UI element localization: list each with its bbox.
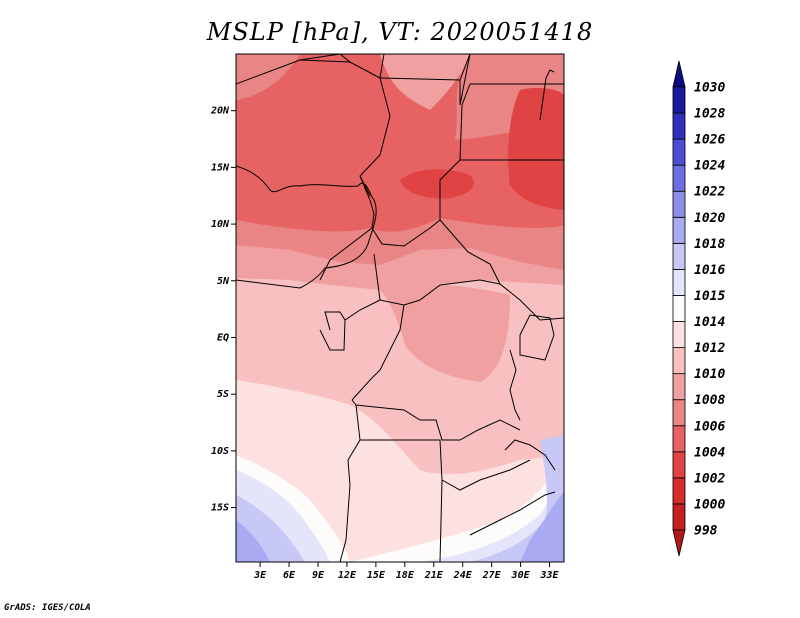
border-cameroon-congo xyxy=(319,227,501,401)
y-tick-label: 5N xyxy=(217,276,230,287)
colorbar-label: 1002 xyxy=(694,471,725,486)
political-borders xyxy=(236,54,564,562)
x-tick-label: 33E xyxy=(539,570,559,581)
contour-1006 xyxy=(236,54,564,232)
colorbar-segment xyxy=(672,269,686,296)
border-libya-egypt-sudan xyxy=(339,54,564,220)
border-sahel-north xyxy=(236,54,471,197)
map-frame xyxy=(235,53,565,563)
colorbar-segment xyxy=(672,425,686,453)
colorbar-label: 1030 xyxy=(694,81,725,96)
x-tick-label: 3E xyxy=(253,570,267,581)
colorbar-segment xyxy=(672,164,686,192)
x-tick-label: 24E xyxy=(453,570,473,581)
contour-1004-center xyxy=(400,169,474,199)
y-tick-label: EQ xyxy=(217,332,229,343)
x-axis: 3E 6E 9E 12E 15E 18E 21E 24E 27E 30E 33E xyxy=(253,562,560,581)
colorbar-label: 1022 xyxy=(694,185,725,200)
colorbar-min-arrow xyxy=(672,529,686,557)
y-tick-label: 10N xyxy=(211,219,230,230)
x-tick-label: 18E xyxy=(396,570,415,581)
colorbar-label: 998 xyxy=(694,524,718,539)
coastline-red-sea xyxy=(539,69,555,121)
chart-title: MSLP [hPa], VT: 2020051418 xyxy=(206,18,594,46)
x-tick-label: 9E xyxy=(312,570,325,581)
colorbar-segment xyxy=(672,138,686,166)
colorbar-label: 1024 xyxy=(694,159,725,174)
y-tick-label: 15N xyxy=(211,162,230,173)
coastline-west-africa xyxy=(236,165,377,289)
colorbar-segment xyxy=(672,190,686,218)
colorbar-segment xyxy=(672,242,686,270)
y-tick-label: 10S xyxy=(211,446,229,457)
colorbar-segment xyxy=(672,503,686,531)
x-tick-label: 15E xyxy=(367,570,386,581)
colorbar-segment xyxy=(672,112,686,140)
x-tick-label: 21E xyxy=(424,570,444,581)
contour-1010-congo xyxy=(380,284,510,382)
colorbar-label: 1018 xyxy=(694,237,725,252)
colorbar-label: 1000 xyxy=(694,497,725,512)
contour-1010-n xyxy=(380,54,470,110)
y-tick-label: 5S xyxy=(217,389,229,400)
colorbar-label: 1010 xyxy=(694,367,725,382)
y-tick-label: 20N xyxy=(210,106,230,117)
contour-1020-se xyxy=(520,492,564,562)
colorbar-segment xyxy=(672,321,686,348)
colorbar-label: 1006 xyxy=(694,419,725,434)
colorbar-segment xyxy=(672,295,686,322)
contour-1004-ne xyxy=(508,87,564,210)
colorbar-segment xyxy=(672,399,686,427)
colorbar-label: 1012 xyxy=(694,341,725,356)
grads-credit: GrADS: IGES/COLA xyxy=(4,603,91,613)
lake-victoria xyxy=(519,314,555,361)
colorbar-label: 1004 xyxy=(694,445,725,460)
pressure-field xyxy=(236,54,564,562)
border-gabon-drc xyxy=(319,319,521,441)
colorbar: 1030 1028 1026 1024 1022 1020 1018 1016 1015 1014… xyxy=(672,60,725,557)
colorbar-label: 1014 xyxy=(694,315,725,330)
colorbar-max-arrow xyxy=(672,60,686,88)
colorbar-label: 1008 xyxy=(694,393,725,408)
colorbar-label: 1020 xyxy=(694,211,725,226)
x-tick-label: 6E xyxy=(283,570,296,581)
x-tick-label: 27E xyxy=(482,570,502,581)
colorbar-label: 1028 xyxy=(694,107,725,122)
colorbar-segment xyxy=(672,373,686,401)
colorbar-label: 1026 xyxy=(694,133,725,148)
contour-1020-sw xyxy=(236,520,270,562)
colorbar-label: 1015 xyxy=(694,289,725,304)
y-axis: 20N 15N 10N 5N EQ 5S 10S 15S xyxy=(210,106,236,514)
colorbar-segment xyxy=(672,86,686,114)
border-southern-africa xyxy=(469,349,556,536)
colorbar-label: 1016 xyxy=(694,263,725,278)
x-tick-label: 12E xyxy=(338,570,357,581)
y-tick-label: 15S xyxy=(211,503,229,514)
colorbar-segment xyxy=(672,216,686,244)
colorbar-segment xyxy=(672,347,686,375)
border-angola-zambia xyxy=(339,404,531,562)
colorbar-segment xyxy=(672,477,686,505)
colorbar-segment xyxy=(672,451,686,479)
x-tick-label: 30E xyxy=(511,570,531,581)
